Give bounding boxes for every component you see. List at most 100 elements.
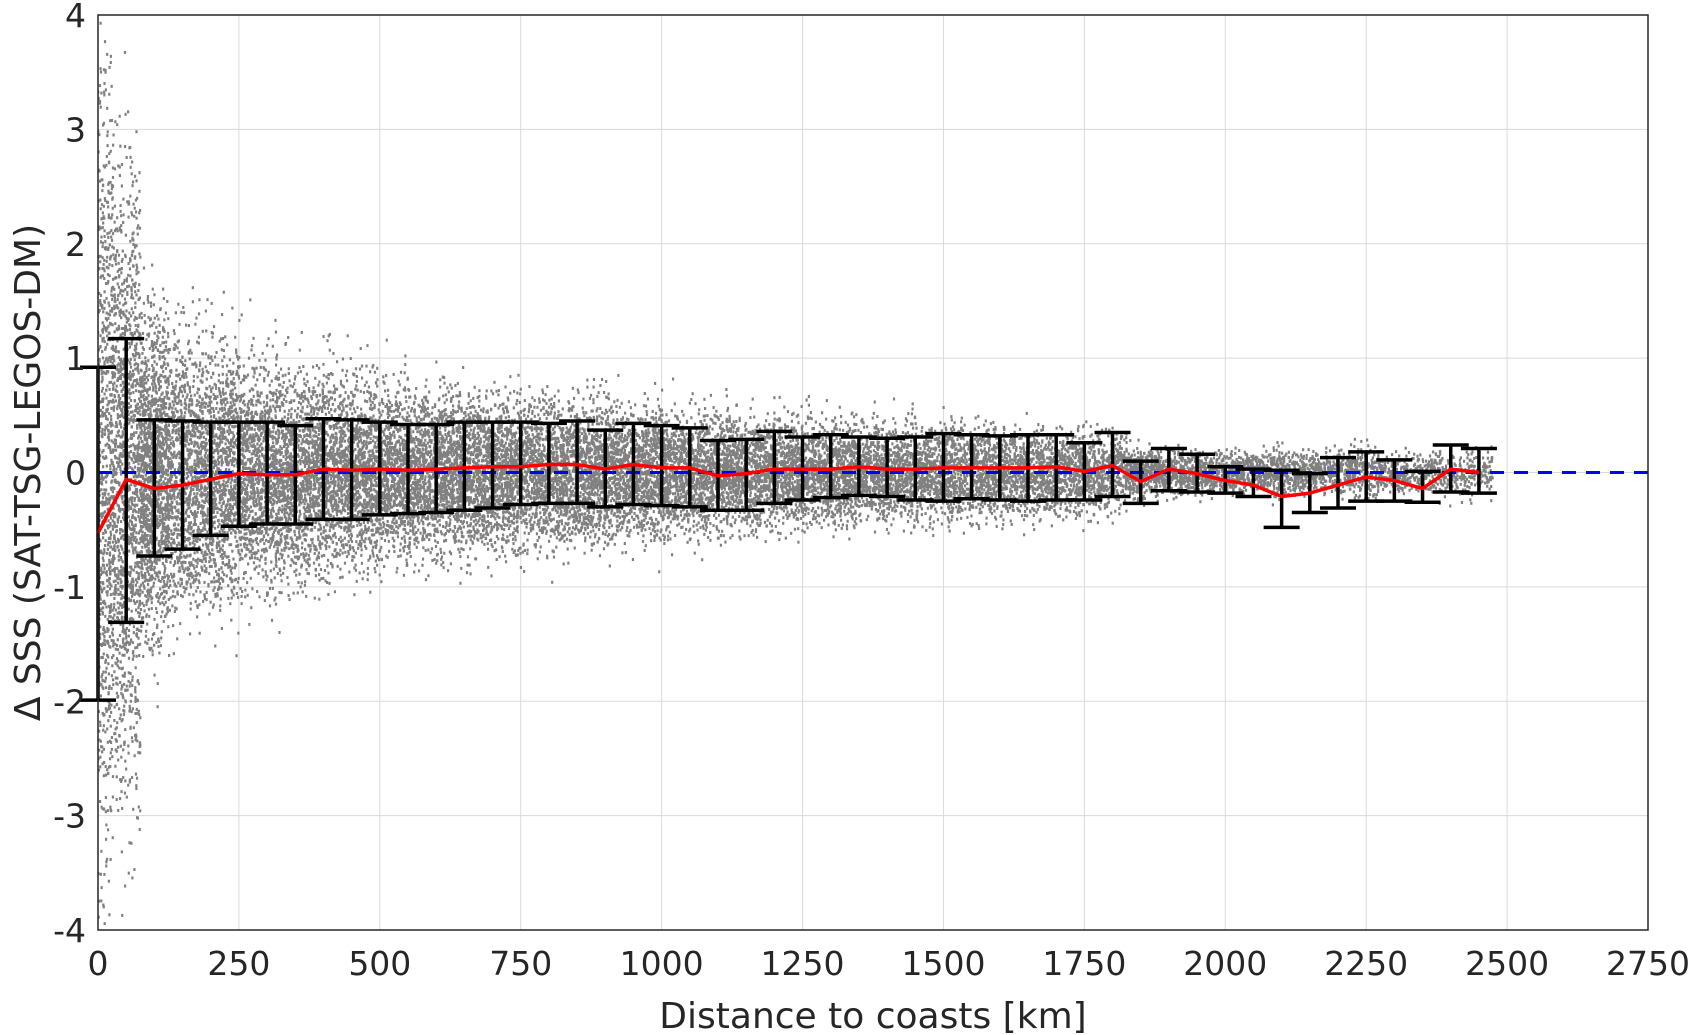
scatter-point	[171, 436, 174, 440]
scatter-point	[131, 657, 135, 661]
scatter-point	[106, 342, 109, 346]
scatter-point	[135, 216, 138, 220]
scatter-point	[185, 476, 188, 480]
scatter-point	[161, 341, 164, 345]
scatter-point	[140, 537, 143, 541]
scatter-point	[178, 429, 181, 433]
scatter-point	[134, 457, 137, 461]
scatter-point	[196, 585, 199, 589]
scatter-point	[156, 446, 159, 450]
scatter-point	[115, 681, 118, 685]
scatter-point	[106, 273, 110, 277]
scatter-point	[101, 339, 104, 343]
scatter-point	[124, 728, 127, 732]
scatter-point	[145, 467, 148, 471]
scatter-point	[223, 415, 226, 419]
scatter-point	[101, 685, 104, 689]
scatter-point	[177, 494, 180, 498]
scatter-point	[154, 384, 157, 388]
scatter-point	[157, 497, 160, 501]
scatter-point	[137, 289, 140, 293]
scatter-point	[112, 683, 115, 687]
scatter-point	[138, 226, 142, 230]
scatter-point	[138, 642, 142, 646]
scatter-point	[204, 395, 207, 399]
scatter-point	[128, 451, 131, 455]
scatter-point	[186, 367, 189, 371]
scatter-point	[156, 314, 159, 318]
scatter-point	[146, 582, 150, 586]
scatter-point	[105, 388, 108, 392]
scatter-point	[106, 5, 108, 8]
scatter-point	[130, 373, 133, 377]
scatter-point	[161, 610, 164, 614]
scatter-point	[98, 593, 101, 597]
scatter-point	[138, 409, 141, 413]
scatter-point	[148, 386, 152, 390]
scatter-point	[125, 767, 128, 771]
scatter-point	[216, 511, 219, 515]
scatter-point	[167, 585, 170, 589]
scatter-point	[185, 544, 188, 548]
scatter-point	[218, 508, 221, 512]
scatter-point	[179, 399, 183, 403]
scatter-point	[160, 551, 163, 555]
scatter-point	[141, 576, 144, 580]
scatter-point	[168, 374, 171, 378]
scatter-point	[109, 467, 112, 471]
scatter-point	[118, 717, 121, 721]
scatter-point	[189, 553, 192, 557]
scatter-point	[112, 468, 115, 472]
scatter-point	[166, 530, 169, 534]
scatter-point	[128, 267, 132, 271]
scatter-point	[137, 593, 140, 597]
scatter-point	[103, 306, 106, 310]
scatter-point	[150, 323, 154, 327]
scatter-point	[164, 540, 168, 544]
scatter-point	[129, 598, 133, 602]
scatter-point	[147, 572, 151, 576]
scatter-point	[128, 565, 131, 569]
scatter-point	[159, 592, 163, 596]
scatter-point	[119, 469, 123, 473]
scatter-point	[117, 327, 121, 331]
scatter-point	[129, 274, 132, 278]
scatter-point	[140, 487, 143, 491]
scatter-point	[166, 478, 170, 482]
scatter-point	[126, 200, 129, 204]
scatter-point	[109, 464, 112, 468]
scatter-point	[158, 467, 161, 471]
scatter-point	[118, 734, 121, 738]
scatter-point	[101, 321, 104, 325]
scatter-point	[108, 421, 111, 425]
scatter-point	[219, 604, 222, 608]
scatter-point	[162, 589, 165, 593]
scatter-point	[156, 558, 159, 562]
scatter-point	[99, 414, 102, 418]
scatter-point	[212, 409, 215, 413]
scatter-point	[148, 525, 151, 529]
scatter-point	[103, 360, 106, 364]
scatter-point	[150, 530, 153, 534]
scatter-point	[162, 470, 166, 474]
scatter-point	[123, 642, 126, 646]
scatter-point	[139, 399, 142, 403]
scatter-point	[132, 568, 135, 572]
scatter-point	[149, 301, 153, 305]
scatter-point	[142, 509, 145, 513]
scatter-point	[115, 691, 119, 695]
scatter-point	[172, 538, 175, 542]
scatter-point	[162, 465, 165, 469]
scatter-point	[223, 550, 226, 554]
scatter-point	[131, 707, 134, 711]
scatter-point	[119, 204, 122, 208]
scatter-point	[162, 297, 166, 301]
scatter-point	[188, 592, 191, 596]
scatter-point	[113, 470, 117, 474]
scatter-point	[167, 376, 170, 380]
scatter-point	[144, 404, 148, 408]
scatter-point	[135, 378, 139, 382]
scatter-point	[133, 465, 137, 469]
scatter-point	[120, 645, 123, 649]
scatter-point	[162, 341, 166, 345]
